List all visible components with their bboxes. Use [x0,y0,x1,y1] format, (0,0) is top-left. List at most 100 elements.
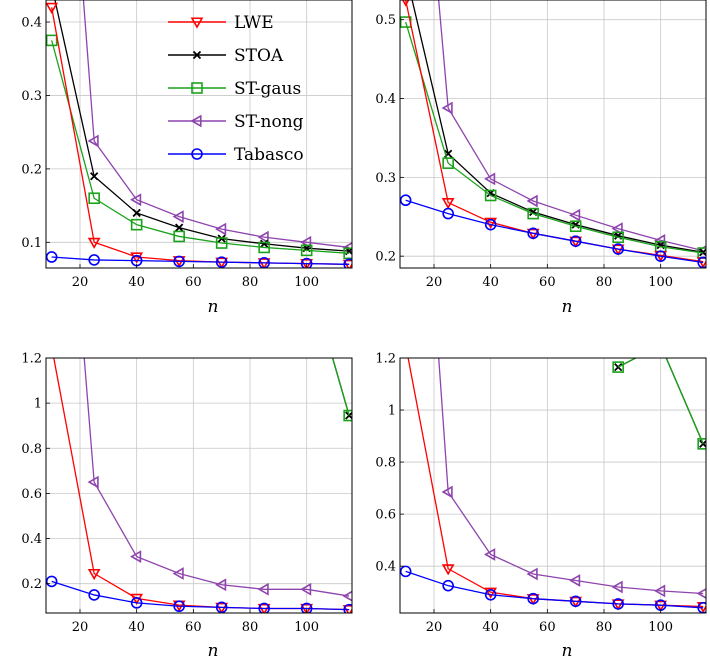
data-point-tabasco [343,258,352,268]
x-tick-label: 100 [294,275,319,290]
data-point-st-gaus [130,218,143,231]
data-point-st-nong [611,222,623,235]
y-tick-label: 1.2 [21,352,42,367]
data-point-st-nong [130,193,142,207]
y-tick-label: 0.4 [375,560,396,575]
data-point-tabasco [300,602,313,613]
plot-area [46,0,352,268]
chart-panel-3: 20 40 60 80 100 0.2 0.4 0.6 0.8 1 1.2 n [21,352,353,661]
x-tick-label: 20 [72,620,89,635]
plot-area [46,358,352,613]
data-point-tabasco [569,595,582,608]
data-point-tabasco [484,588,497,601]
data-point-tabasco [697,256,706,268]
y-tick-label: 0.8 [375,456,396,471]
data-point-tabasco [173,255,185,268]
data-point-tabasco [46,575,58,588]
y-tick-label: 0.1 [21,236,42,251]
data-point-tabasco [343,603,352,613]
data-point-st-gaus [258,241,270,254]
data-point-st-nong [484,172,496,186]
data-point-stoa [260,239,269,248]
data-point-st-gaus [46,34,58,47]
x-tick-label: 40 [482,620,499,635]
y-tick-label: 0.2 [21,162,42,177]
data-point-st-gaus [343,409,352,422]
series-line-st-gaus [331,358,350,416]
data-point-st-gaus [300,244,313,257]
data-point-tabasco [442,579,454,592]
data-point-st-nong [441,101,453,115]
x-tick-label: 60 [539,275,556,290]
data-point-lwe [484,217,498,229]
data-point-lwe [441,198,455,210]
x-axis-label: n [208,297,219,317]
legend-marker [190,114,202,128]
chart-panel-2: 20 40 60 80 100 0.2 0.3 0.4 0.5 n [375,0,707,317]
plot-area [400,0,706,268]
y-tick-label: 0.6 [21,487,42,502]
data-point-stoa [175,223,184,232]
data-point-stoa [90,172,99,181]
legend-label: STOA [234,46,284,66]
data-point-tabasco [442,207,454,220]
x-tick-label: 80 [242,275,259,290]
x-tick-label: 60 [185,275,202,290]
data-point-st-gaus [612,361,624,373]
data-point-st-nong [215,222,227,236]
axis-frame [399,0,707,269]
data-point-st-nong [87,475,99,489]
x-tick-label: 40 [128,620,145,635]
legend-item-tabasco: Tabasco [168,145,304,165]
series-line-st-nong [83,358,350,597]
data-point-st-gaus [173,230,185,243]
legend-item-lwe: LWE [168,13,274,33]
data-point-tabasco [400,194,412,207]
data-point-lwe [87,568,101,581]
series-line-st-gaus [51,40,350,254]
legend-marker [192,50,202,60]
data-point-st-gaus [442,157,454,169]
data-point-tabasco [88,254,100,266]
data-point-st-nong [342,590,352,602]
y-tick-label: 0.2 [375,250,396,265]
x-tick-label: 20 [426,620,443,635]
y-tick-label: 0.2 [21,577,42,592]
data-point-st-nong [569,574,581,587]
data-point-st-nong [172,567,184,580]
data-point-tabasco [258,602,270,613]
data-point-st-gaus [484,189,497,202]
data-point-lwe [130,252,144,264]
series-line-st-nong [438,358,704,595]
x-tick-label: 20 [72,275,89,290]
data-point-tabasco [527,227,539,240]
legend-item-st-gaus: ST-gaus [168,79,301,99]
data-point-st-gaus [343,247,352,260]
chart-panel-4: 20 40 60 80 100 0.4 0.6 0.8 1 1.2 n [375,352,707,661]
series-line-lwe [407,358,704,608]
axis-frame [45,0,353,269]
legend-marker [191,148,203,160]
legend-item-stoa: STOA [168,46,284,66]
x-axis-label: n [208,641,219,661]
series-line-stoa [411,0,704,253]
data-point-st-nong [215,578,227,592]
series-line-tabasco [51,256,350,265]
data-point-tabasco [484,218,497,231]
series-line-tabasco [51,580,350,611]
data-point-lwe [46,2,59,14]
data-point-tabasco [300,257,313,268]
data-point-st-gaus [88,192,100,205]
data-point-tabasco [400,565,412,578]
series-line-tabasco [405,199,704,264]
legend-marker [190,17,204,29]
y-tick-label: 1 [34,397,42,412]
data-point-tabasco [654,250,667,262]
data-point-lwe [484,587,498,599]
x-tick-label: 80 [242,620,259,635]
legend-label: ST-gaus [234,79,301,99]
data-point-st-gaus [697,438,706,450]
data-point-st-gaus [215,237,228,249]
data-point-lwe [441,564,455,576]
